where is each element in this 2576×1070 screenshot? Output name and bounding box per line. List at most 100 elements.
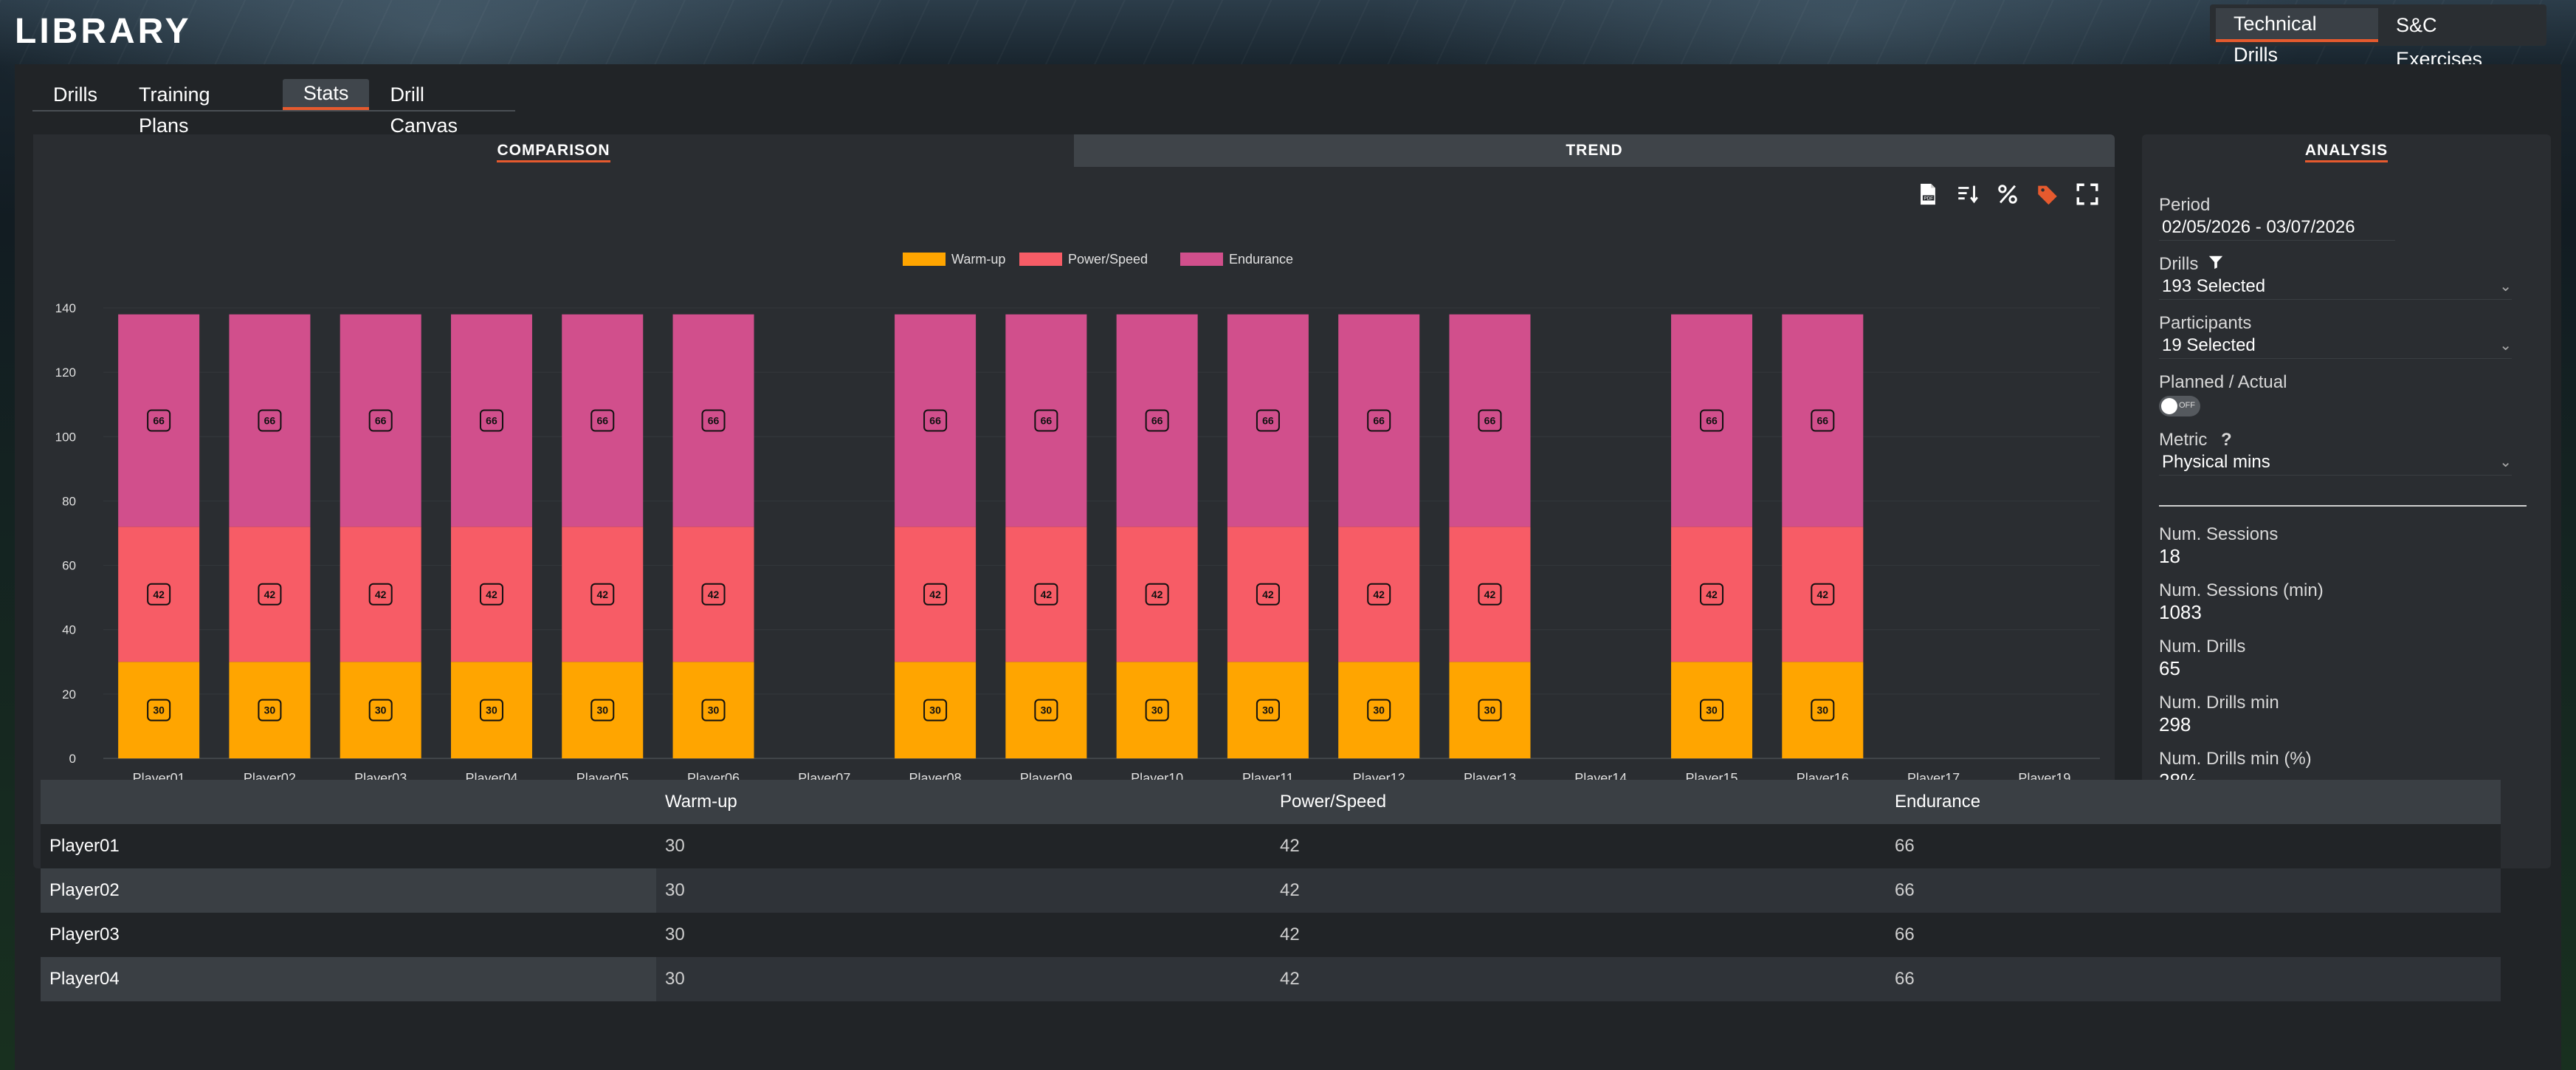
participants-value: 19 Selected (2162, 335, 2256, 355)
bar-segment (1116, 662, 1198, 758)
table-row[interactable]: Player03 30 42 66 (41, 913, 2501, 957)
data-label-box (147, 583, 171, 606)
label-tag-icon[interactable] (2035, 182, 2060, 207)
table-cell: 30 (656, 957, 1271, 1001)
table-cell: Player01 (41, 824, 656, 868)
y-tick-label: 100 (55, 430, 76, 444)
participants-select[interactable]: 19 Selected ⌄ (2159, 332, 2512, 359)
data-label-box (258, 699, 282, 721)
legend-swatch (1180, 253, 1223, 266)
y-tick-label: 20 (62, 687, 76, 702)
fullscreen-icon[interactable] (2075, 182, 2100, 207)
data-label-box (1811, 409, 1835, 432)
bar-segment (229, 527, 311, 662)
data-label-box (1367, 583, 1391, 606)
drills-label: Drills (2159, 254, 2224, 275)
table-cell: 66 (1886, 824, 2501, 868)
bar-segment (1005, 662, 1087, 758)
y-tick-label: 80 (62, 494, 76, 508)
metric-select[interactable]: Physical mins ⌄ (2159, 449, 2512, 476)
table-row[interactable]: Player01 30 42 66 (41, 824, 2501, 868)
data-label-box (1478, 409, 1502, 432)
tab-training-plans[interactable]: Training Plans (139, 83, 210, 137)
table-row[interactable]: Player02 30 42 66 (41, 868, 2501, 913)
stat-label: Num. Sessions (2159, 524, 2279, 544)
bar-segment (1116, 314, 1198, 527)
table-row[interactable]: Player04 30 42 66 (41, 957, 2501, 1001)
legend-label: Warm-up (951, 252, 1005, 267)
data-label: 42 (1706, 589, 1718, 600)
data-label: 30 (153, 704, 165, 716)
data-label: 66 (264, 415, 276, 427)
planned-actual-toggle[interactable]: OFF (2159, 396, 2200, 416)
legend-swatch (903, 253, 946, 266)
sort-icon[interactable] (1955, 182, 1980, 207)
data-label: 30 (1151, 704, 1163, 716)
data-label-box (1700, 699, 1724, 721)
help-icon[interactable]: ? (2221, 430, 2232, 450)
table-cell: 30 (656, 824, 1271, 868)
tab-trend[interactable]: TREND (1074, 134, 2115, 167)
bar-segment (1782, 662, 1864, 758)
data-label: 66 (1373, 415, 1385, 427)
top-tabs: Technical Drills S&C Exercises (2210, 4, 2546, 70)
stat-label: Num. Drills min (2159, 693, 2279, 713)
table-cell: 42 (1271, 957, 1886, 1001)
tab-sc-exercises[interactable]: S&C Exercises (2396, 14, 2483, 70)
data-label: 30 (1706, 704, 1718, 716)
stat-value: 1083 (2159, 601, 2202, 623)
data-label-box (1811, 699, 1835, 721)
percent-icon[interactable] (1995, 182, 2020, 207)
data-label-box (1256, 699, 1280, 721)
bar-segment (1338, 314, 1420, 527)
data-label: 66 (486, 415, 497, 427)
bar-segment (1227, 314, 1309, 527)
data-label-box (590, 699, 615, 721)
data-label-box (590, 409, 615, 432)
period-input[interactable]: 02/05/2026 - 03/07/2026 (2159, 214, 2395, 241)
tab-drill-canvas[interactable]: Drill Canvas (390, 83, 458, 137)
bar-segment (340, 314, 421, 527)
tab-drills[interactable]: Drills (53, 83, 97, 106)
data-label: 42 (1373, 589, 1385, 600)
tab-stats[interactable]: Stats (282, 79, 370, 110)
chevron-down-icon: ⌄ (2499, 337, 2512, 354)
data-label-box (923, 409, 948, 432)
data-label-box (923, 699, 948, 721)
data-label-box (1145, 699, 1169, 721)
stat-value: 18 (2159, 545, 2180, 567)
data-label-box (368, 583, 393, 606)
data-label-box (1478, 699, 1502, 721)
data-label-box (479, 699, 503, 721)
export-pdf-icon[interactable]: PDF (1915, 182, 1940, 207)
table-cell: 66 (1886, 868, 2501, 913)
data-label-box (590, 583, 615, 606)
data-label: 66 (1484, 415, 1496, 427)
filter-icon[interactable] (2208, 254, 2224, 275)
tab-technical-drills[interactable]: Technical Drills (2216, 8, 2378, 66)
bar-segment (450, 662, 532, 758)
table-cell: 66 (1886, 913, 2501, 957)
chart-toolbar: PDF (1915, 182, 2100, 207)
tab-comparison[interactable]: COMPARISON (33, 134, 1074, 167)
data-label: 66 (1151, 415, 1163, 427)
data-label: 42 (1262, 589, 1274, 600)
bar-segment (450, 314, 532, 527)
data-label: 42 (1151, 589, 1163, 600)
bar-segment (229, 662, 311, 758)
bar-segment (1671, 314, 1753, 527)
table-header-power[interactable]: Power/Speed (1271, 780, 1886, 824)
bar-segment (450, 527, 532, 662)
table-header-warmup[interactable]: Warm-up (656, 780, 1271, 824)
data-label-box (258, 409, 282, 432)
data-label: 30 (708, 704, 720, 716)
drills-label-text: Drills (2159, 254, 2199, 274)
data-label: 30 (486, 704, 497, 716)
table-header-endurance[interactable]: Endurance (1886, 780, 2501, 824)
bar-segment (340, 527, 421, 662)
bar-segment (1449, 527, 1531, 662)
bar-segment (1449, 314, 1531, 527)
bar-segment (1005, 314, 1087, 527)
drills-select[interactable]: 193 Selected ⌄ (2159, 273, 2512, 300)
y-tick-label: 120 (55, 366, 76, 380)
